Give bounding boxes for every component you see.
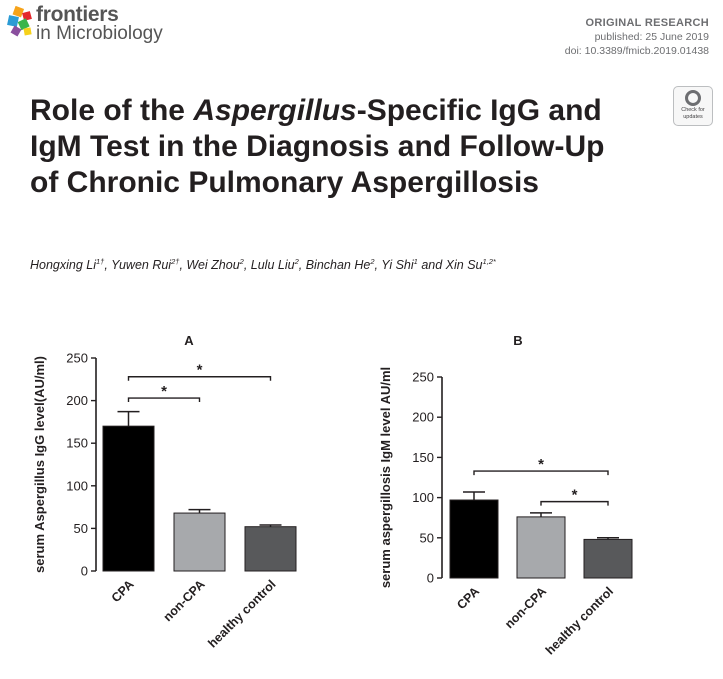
journal-name: in Microbiology <box>36 23 163 44</box>
journal-brand[interactable]: frontiers in Microbiology <box>36 3 163 45</box>
panel-label: B <box>513 333 522 348</box>
author-affiliation: 2 <box>239 257 244 266</box>
panel-label: A <box>184 333 194 348</box>
article-meta: ORIGINAL RESEARCH published: 25 June 201… <box>565 16 709 58</box>
author-name[interactable]: Lulu Liu <box>250 258 295 273</box>
chart-panel-B: B 0 50 100 150 200 250 serum aspergillosis IgM … <box>378 333 633 657</box>
bar-healthy-control <box>583 538 633 579</box>
y-tick-label: 100 <box>412 490 434 505</box>
published-date: published: 25 June 2019 <box>594 31 709 43</box>
author-name[interactable]: Yi Shi <box>381 258 414 273</box>
y-tick-label: 100 <box>66 478 88 493</box>
author-name[interactable]: Xin Su <box>445 258 483 273</box>
author-separator: , <box>104 258 112 273</box>
y-tick-label: 50 <box>420 530 434 545</box>
author-name[interactable]: Wei Zhou <box>186 258 240 273</box>
author-name[interactable]: Yuwen Rui <box>111 258 172 273</box>
significance-label: * <box>197 362 203 379</box>
significance-bracket <box>127 397 201 403</box>
y-axis-label: serum aspergillosis IgM level AU/ml <box>378 367 393 588</box>
author-affiliation: 1 <box>413 257 418 266</box>
author-separator: , <box>298 258 306 273</box>
x-tick-label: CPA <box>109 577 137 605</box>
y-tick-label: 200 <box>412 410 434 425</box>
article-type: ORIGINAL RESEARCH <box>585 17 709 29</box>
chart-panel-A: A 0 50 100 150 200 250 serum Aspergillus IgG le… <box>32 333 297 650</box>
significance-bracket <box>540 500 609 506</box>
author-affiliation: 2† <box>171 257 180 266</box>
bar-non-cpa <box>516 516 566 579</box>
author-affiliation: 1† <box>96 257 105 266</box>
significance-bracket <box>127 376 272 381</box>
y-tick-label: 200 <box>66 393 88 408</box>
brand-name: frontiers <box>36 3 119 26</box>
badge-text-2: updates <box>683 114 703 120</box>
y-tick-label: 50 <box>74 521 88 536</box>
doi[interactable]: doi: 10.3389/fmicb.2019.01438 <box>564 45 709 57</box>
x-tick-label: healthy control <box>543 584 616 657</box>
y-axis-label: serum Aspergillus IgG level(AU/ml) <box>32 356 47 573</box>
author-separator: , <box>243 258 251 273</box>
author-separator: , <box>374 258 382 273</box>
x-tick-label: healthy control <box>205 577 278 650</box>
bar-cpa <box>102 425 155 572</box>
author-separator: and <box>417 258 446 273</box>
bar-cpa <box>449 499 499 579</box>
title-italic: Aspergillus <box>193 94 357 127</box>
check-updates-icon <box>685 90 701 106</box>
title-part-1: Role of the <box>30 94 194 127</box>
author-separator: , <box>179 258 187 273</box>
title-part-2: -Specific IgG and IgM Test in the Diagno… <box>30 94 605 199</box>
significance-bracket <box>473 470 609 476</box>
author-list: Hongxing Li1†, Yuwen Rui2†, Wei Zhou2, L… <box>30 257 496 272</box>
article-title: Role of the Aspergillus-Specific IgG and… <box>30 93 640 201</box>
y-tick-label: 250 <box>412 370 434 385</box>
author-affiliation: 1,2* <box>482 257 496 266</box>
significance-label: * <box>538 456 544 473</box>
x-tick-label: non-CPA <box>502 584 549 631</box>
significance-label: * <box>161 383 167 400</box>
y-tick-label: 0 <box>81 564 88 579</box>
badge-text-1: Check for <box>681 107 705 113</box>
bar-non-cpa <box>173 512 226 572</box>
x-tick-label: CPA <box>454 584 482 612</box>
frontiers-logo <box>7 6 32 37</box>
significance-label: * <box>572 487 578 504</box>
author-name[interactable]: Binchan He <box>305 258 371 273</box>
y-tick-label: 150 <box>412 450 434 465</box>
author-affiliation: 2 <box>370 257 375 266</box>
y-tick-label: 150 <box>66 436 88 451</box>
author-name[interactable]: Hongxing Li <box>30 258 97 273</box>
bar-healthy-control <box>244 526 297 572</box>
y-tick-label: 250 <box>66 351 88 366</box>
y-tick-label: 0 <box>427 571 434 586</box>
author-affiliation: 2 <box>294 257 299 266</box>
check-for-updates-badge[interactable]: Check for updates <box>673 86 713 126</box>
x-tick-label: non-CPA <box>161 577 208 624</box>
